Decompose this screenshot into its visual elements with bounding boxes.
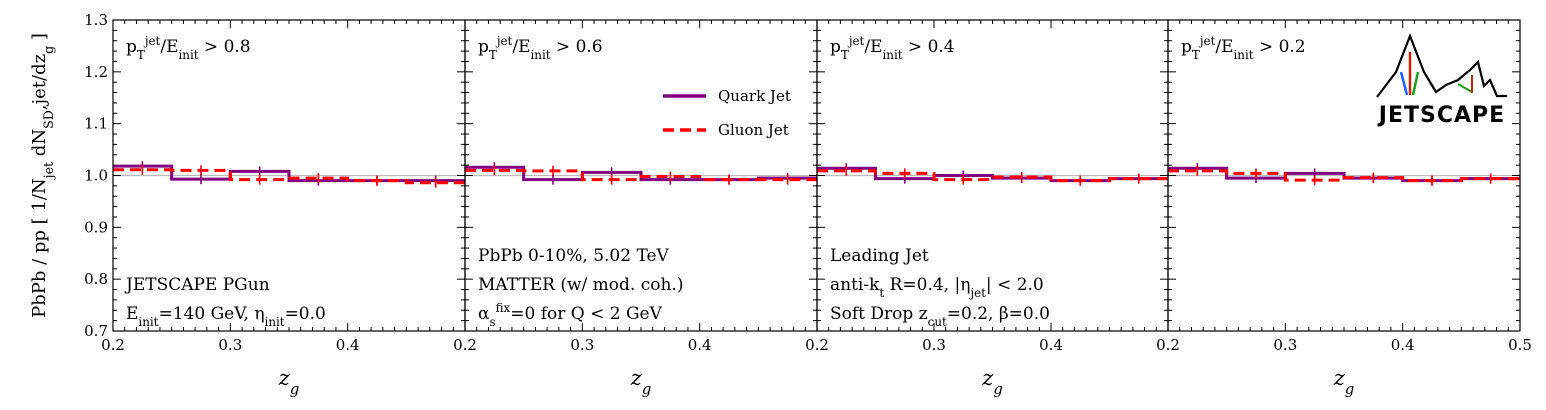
panel-annotation-line: Soft Drop zcut=0.2, β=0.0 <box>830 304 1050 329</box>
panel-frame <box>1167 19 1521 332</box>
y-tick-label-4: 1.1 <box>84 115 108 133</box>
x-tick-label-0: 0.2 <box>805 336 829 354</box>
x-tick-label-3: 0.5 <box>1508 336 1532 354</box>
panel-4: 0.2 0.3 0.4 0.5 zg pTjet/Einit > 0.2 <box>1156 19 1532 398</box>
jetscape-logo: JETSCAPE <box>1376 32 1507 128</box>
x-tick-label-0: 0.2 <box>101 336 125 354</box>
panel-annotation-line: PbPb 0-10%, 5.02 TeV <box>478 246 670 266</box>
y-tick-label-0: 0.7 <box>84 322 108 340</box>
series-line-gluon <box>817 169 1168 183</box>
x-axis-label: zg <box>1333 366 1354 398</box>
panel-annotation-line: anti-kt R=0.4, |ηjet| < 2.0 <box>830 275 1044 300</box>
legend-label-gluon: Gluon Jet <box>718 121 789 139</box>
panel-cut-label: pTjet/Einit > 0.6 <box>478 34 603 62</box>
x-tick-label-1: 0.3 <box>218 336 242 354</box>
panel-annotation-line: Einit=140 GeV, ηinit=0.0 <box>126 304 326 329</box>
y-tick-label-3: 1.0 <box>84 167 108 185</box>
series-line-gluon <box>113 168 465 185</box>
y-tick-label-2: 0.9 <box>84 218 108 236</box>
x-tick-label-0: 0.2 <box>1156 336 1180 354</box>
panel-3: 0.2 0.3 0.4 zg pTjet/Einit > 0.4 Leading Jet a… <box>805 19 1169 398</box>
panel-annotation-line: MATTER (w/ mod. coh.) <box>478 275 683 295</box>
logo-mountain-line <box>1376 32 1507 98</box>
x-tick-label-0: 0.2 <box>453 336 477 354</box>
x-tick-label-1: 0.3 <box>570 336 594 354</box>
x-tick-label-1: 0.3 <box>1273 336 1297 354</box>
x-axis-label: zg <box>630 366 651 398</box>
logo-jet-bar-small <box>1457 83 1473 93</box>
panel-annotation-line: JETSCAPE PGun <box>124 275 270 295</box>
x-axis-label: zg <box>278 366 299 398</box>
panel-annotation-line: Leading Jet <box>830 246 929 266</box>
panel-2: 0.2 0.3 0.4 zg pTjet/Einit > 0.6 PbPb 0-10%, … <box>453 19 818 398</box>
series-line-gluon <box>465 168 817 182</box>
legend-label-quark: Quark Jet <box>718 87 791 105</box>
logo-jet-bar-green <box>1411 71 1420 96</box>
y-tick-label-1: 0.8 <box>84 270 108 288</box>
x-tick-label-2: 0.4 <box>336 336 360 354</box>
logo-jet-bar-blue <box>1399 71 1409 96</box>
y-tick-label-5: 1.2 <box>84 63 108 81</box>
x-axis-label: zg <box>981 366 1002 398</box>
panel-annotation-line: αsfix=0 for Q < 2 GeV <box>478 301 663 329</box>
legend: Quark Jet Gluon Jet <box>663 87 791 139</box>
x-tick-label-2: 0.4 <box>1039 336 1063 354</box>
x-tick-label-2: 0.4 <box>1391 336 1415 354</box>
panel-cut-label: pTjet/Einit > 0.8 <box>126 34 251 62</box>
panel-1: 0.2 0.3 0.4 zg pTjet/Einit > 0.8 JETSCAPE PGu… <box>101 19 466 398</box>
panel-cut-label: pTjet/Einit > 0.2 <box>1181 34 1306 62</box>
x-tick-label-2: 0.4 <box>688 336 712 354</box>
series-line-gluon <box>1168 169 1520 183</box>
y-axis-label: PbPb / pp [ 1/Njet dNSD,jet/dzg ] <box>29 33 56 318</box>
x-tick-label-1: 0.3 <box>922 336 946 354</box>
y-tick-label-6: 1.3 <box>84 11 108 29</box>
panel-cut-label: pTjet/Einit > 0.4 <box>830 34 955 62</box>
logo-wordmark: JETSCAPE <box>1377 103 1505 128</box>
